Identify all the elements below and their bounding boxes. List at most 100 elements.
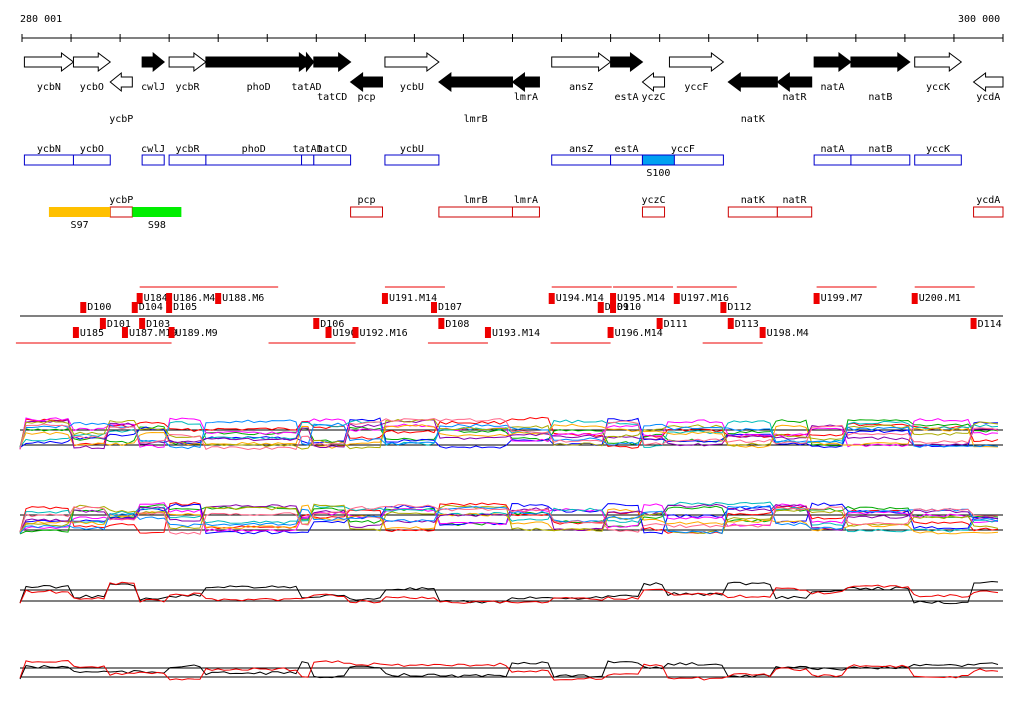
gene-arrow-lmrB bbox=[438, 72, 513, 92]
reg-marker-below bbox=[970, 318, 977, 329]
reg-marker-below bbox=[325, 327, 332, 338]
expression-profile-line bbox=[19, 503, 999, 535]
reg-marker-below bbox=[99, 318, 106, 329]
reg-label-U186.M4: U186.M4 bbox=[173, 293, 215, 304]
minus-strand-annotation-track: ycbP pcp lmrB lmrA yczC natK natR ycdA S97 S98 bbox=[48, 195, 1004, 231]
gene-label-ycdA: ycdA bbox=[976, 92, 1000, 103]
gene-arrow-lmrA bbox=[511, 72, 540, 92]
gene-label-lmrB: lmrB bbox=[464, 114, 488, 125]
reg-label-U188.M6: U188.M6 bbox=[222, 293, 264, 304]
reg-label-U197.M16: U197.M16 bbox=[681, 293, 729, 304]
reg-label-D110: D110 bbox=[617, 302, 641, 313]
expression-track-3 bbox=[19, 581, 1003, 605]
plus-box-natA bbox=[813, 154, 852, 166]
gene-label-natR: natR bbox=[782, 92, 807, 103]
expression-profile-line bbox=[19, 660, 999, 680]
segment-S100 bbox=[641, 154, 675, 166]
expression-track-1 bbox=[19, 416, 1003, 450]
gene-label-tatAD: tatAD bbox=[291, 82, 321, 93]
gene-arrow-cwlJ bbox=[141, 51, 165, 73]
reg-marker-above bbox=[548, 293, 555, 304]
minus-box-ycbP bbox=[109, 206, 133, 218]
scale-end-label: 300 000 bbox=[958, 14, 1000, 25]
segment-S97 bbox=[48, 207, 111, 217]
reg-marker-below bbox=[438, 318, 445, 329]
reg-marker-above bbox=[131, 302, 138, 313]
minus-box-lmrB bbox=[438, 206, 513, 218]
minus-box-natK bbox=[727, 206, 778, 218]
reg-label-D114: D114 bbox=[978, 319, 1002, 330]
plus-box-label-cwlJ: cwlJ bbox=[141, 144, 165, 155]
minus-box-label-natR: natR bbox=[782, 195, 807, 206]
gene-arrow-natR bbox=[776, 72, 813, 92]
coordinate-ruler bbox=[21, 34, 1004, 42]
reg-label-U194.M14: U194.M14 bbox=[556, 293, 604, 304]
gene-label-natA: natA bbox=[820, 82, 844, 93]
expression-profile-line bbox=[19, 418, 999, 450]
expression-profile-line bbox=[19, 502, 999, 535]
expression-profile-line bbox=[19, 581, 999, 604]
plus-box-label-tatCD: tatCD bbox=[317, 144, 347, 155]
reg-marker-above bbox=[720, 302, 727, 313]
plus-box-yccK bbox=[914, 154, 962, 166]
reg-marker-above bbox=[610, 302, 617, 313]
minus-box-yczC bbox=[641, 206, 666, 218]
reg-label-U198.M4: U198.M4 bbox=[767, 328, 809, 339]
gene-label-yccF: yccF bbox=[684, 82, 708, 93]
reg-marker-above bbox=[673, 293, 680, 304]
reg-marker-below bbox=[121, 327, 128, 338]
expression-profile-line bbox=[19, 417, 999, 449]
plus-box-ansZ bbox=[551, 154, 612, 166]
plus-box-tatAD bbox=[301, 154, 315, 166]
reg-marker-above bbox=[381, 293, 388, 304]
plus-box-label-ycbO: ycbO bbox=[80, 144, 104, 155]
reg-marker-below bbox=[607, 327, 614, 338]
gene-label-phoD: phoD bbox=[247, 82, 271, 93]
gene-arrow-ansZ bbox=[551, 52, 612, 72]
reg-label-D104: D104 bbox=[139, 302, 163, 313]
segment-label-S97: S97 bbox=[71, 220, 89, 231]
gene-arrow-ycbU bbox=[384, 52, 440, 72]
gene-arrow-natA bbox=[813, 52, 852, 72]
reg-label-D112: D112 bbox=[727, 302, 751, 313]
reg-label-D108: D108 bbox=[445, 319, 469, 330]
segment-label-S100: S100 bbox=[646, 168, 670, 179]
gene-arrow-ycdA bbox=[972, 72, 1004, 92]
reg-marker-above bbox=[911, 293, 918, 304]
reg-marker-above bbox=[813, 293, 820, 304]
expression-profile-line bbox=[19, 423, 999, 449]
plus-box-natB bbox=[850, 154, 911, 166]
minus-box-label-yczC: yczC bbox=[641, 195, 665, 206]
expression-profile-line bbox=[19, 416, 999, 450]
plus-box-tatCD bbox=[313, 154, 352, 166]
reg-marker-above bbox=[430, 302, 437, 313]
reg-label-U200.M1: U200.M1 bbox=[919, 293, 961, 304]
gene-arrow-ycbO bbox=[72, 52, 112, 72]
expression-profile-line bbox=[19, 581, 999, 605]
reg-marker-below bbox=[139, 318, 146, 329]
minus-box-label-natK: natK bbox=[741, 195, 765, 206]
plus-box-ycbO bbox=[72, 154, 111, 166]
reg-marker-below bbox=[72, 327, 79, 338]
gene-label-tatCD: tatCD bbox=[317, 92, 347, 103]
gene-arrow-natB bbox=[850, 52, 911, 72]
minus-box-pcp bbox=[350, 206, 383, 218]
plus-box-label-yccK: yccK bbox=[926, 144, 950, 155]
plus-box-label-ycbR: ycbR bbox=[175, 144, 200, 155]
reg-label-U193.M14: U193.M14 bbox=[492, 328, 540, 339]
minus-box-label-ycdA: ycdA bbox=[976, 195, 1000, 206]
reg-marker-above bbox=[610, 293, 617, 304]
expression-profile-line bbox=[19, 502, 999, 535]
gene-arrow-yccF bbox=[668, 52, 725, 72]
segment-label-S98: S98 bbox=[148, 220, 166, 231]
gene-label-yccK: yccK bbox=[926, 82, 950, 93]
reg-marker-above bbox=[166, 302, 173, 313]
gene-arrow-pcp bbox=[349, 72, 383, 92]
reg-label-D100: D100 bbox=[87, 302, 111, 313]
minus-box-label-lmrA: lmrA bbox=[514, 195, 538, 206]
reg-marker-above bbox=[136, 293, 143, 304]
gene-label-ansZ: ansZ bbox=[569, 82, 593, 93]
